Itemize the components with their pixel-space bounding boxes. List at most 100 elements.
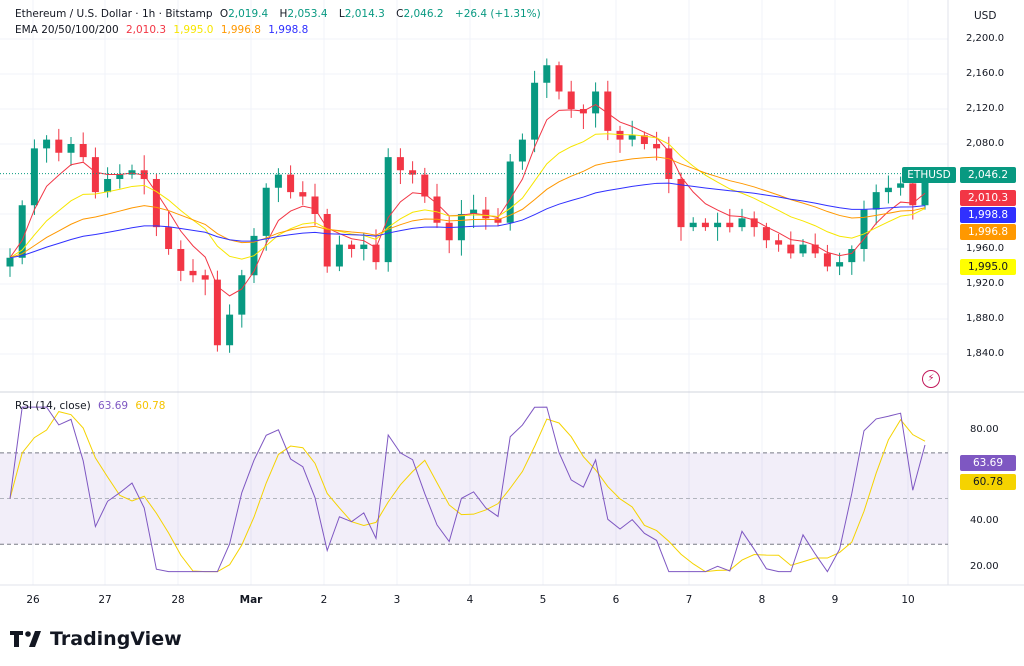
time-tick: 6 [612, 594, 620, 606]
candle-body [396, 157, 404, 171]
rsi-value-tag: 63.69 [960, 455, 1016, 471]
candle-body [604, 91, 612, 131]
rsi-tick: 40.00 [970, 515, 999, 527]
candle-body [860, 209, 868, 249]
rsi-ma-value: 60.78 [135, 400, 166, 412]
price-tick: 2,160.0 [966, 68, 1005, 79]
candle-body [128, 170, 136, 175]
candle-body [884, 187, 892, 193]
rsi-ma-line [9, 411, 926, 573]
ema200-tag: 1,998.8 [960, 207, 1016, 223]
candle-body [823, 253, 831, 267]
candle-body [348, 244, 356, 249]
close-label: C [396, 8, 404, 20]
change-value: +26.4 (+1.31%) [454, 8, 541, 20]
price-tick: 1,960.0 [966, 243, 1005, 254]
candle-body [787, 244, 795, 254]
rsi-ma-tag: 60.78 [960, 474, 1016, 490]
candle-body [701, 222, 709, 228]
ema50-line [9, 133, 926, 260]
time-tick: 7 [685, 594, 693, 606]
ema-label: EMA 20/50/100/200 [15, 24, 119, 36]
lightning-icon[interactable]: ⚡ [922, 370, 940, 388]
time-tick: 5 [539, 594, 547, 606]
candle-body [409, 170, 417, 175]
candle-body [567, 91, 575, 109]
candle-body [592, 91, 600, 114]
candle-body [262, 187, 270, 236]
candle-body [909, 183, 917, 206]
rsi-tick: 20.00 [970, 561, 999, 573]
candle-body [238, 275, 246, 315]
candle-body [848, 249, 856, 263]
candle-body [384, 157, 392, 263]
candle-body [714, 222, 722, 228]
candle-body [165, 227, 173, 249]
candle-body [299, 192, 307, 197]
ema20-tag: 2,010.3 [960, 190, 1016, 206]
rsi-band [0, 452, 948, 545]
open-value: O2,019.4 [220, 8, 272, 20]
close-value: C2,046.2 [396, 8, 447, 20]
candle-body [79, 144, 87, 158]
candle-body [177, 249, 185, 271]
candle-body [543, 65, 551, 83]
tv-logo-icon [10, 631, 41, 647]
high-label: H [279, 8, 288, 20]
candle-body [738, 218, 746, 228]
rsi-value: 63.69 [98, 400, 129, 412]
low-label: L [338, 8, 345, 20]
ema50-tag: 1,995.0 [960, 259, 1016, 275]
candle-body [628, 135, 636, 140]
currency-label[interactable]: USD [974, 10, 997, 22]
candle-body [287, 174, 295, 193]
time-tick: 26 [26, 594, 40, 606]
candle-body [677, 179, 685, 228]
candle-body [67, 144, 75, 153]
price-tick: 2,120.0 [966, 103, 1005, 114]
candle-body [897, 183, 905, 188]
candle-body [104, 179, 112, 193]
symbol-tag: ETHUSD [902, 167, 956, 183]
candle-body [506, 161, 514, 223]
time-tick: 10 [901, 594, 915, 606]
time-tick: 8 [758, 594, 766, 606]
ema100-line [9, 156, 926, 259]
candle-body [274, 174, 282, 188]
candle-body [665, 148, 673, 179]
candle-body [445, 222, 453, 241]
price-tick: 1,880.0 [966, 313, 1005, 324]
close-num: 2,046.2 [403, 8, 444, 20]
candle-body [18, 205, 26, 258]
ema200-value: 1,998.8 [268, 24, 309, 36]
candle-body [433, 196, 441, 223]
last-price-tag: 2,046.2 [960, 167, 1016, 183]
tradingview-logo[interactable]: TradingView [10, 628, 182, 650]
candle-body [323, 214, 331, 267]
candle-body [518, 139, 526, 162]
rsi-line [9, 406, 926, 573]
candle-body [799, 244, 807, 254]
chart-canvas[interactable] [0, 0, 1024, 620]
candle-body [372, 244, 380, 263]
candle-body [116, 174, 124, 179]
symbol-title: Ethereum / U.S. Dollar · 1h · Bitstamp [15, 8, 213, 20]
candle-body [775, 240, 783, 245]
candle-body [689, 222, 697, 228]
time-tick: 2 [320, 594, 328, 606]
candle-body [43, 139, 51, 149]
candle-body [726, 222, 734, 228]
candle-body [616, 130, 624, 140]
time-tick: 9 [831, 594, 839, 606]
candle-body [531, 82, 539, 140]
candle-body [152, 179, 160, 228]
candle-body [750, 218, 758, 228]
candle-body [555, 65, 563, 92]
candle-body [201, 275, 209, 280]
candle-body [811, 244, 819, 254]
candle-body [360, 244, 368, 249]
ema20-line [9, 103, 926, 297]
symbol-legend: Ethereum / U.S. Dollar · 1h · Bitstamp O… [15, 8, 545, 21]
time-tick: Mar [239, 594, 263, 606]
time-tick: 28 [171, 594, 185, 606]
